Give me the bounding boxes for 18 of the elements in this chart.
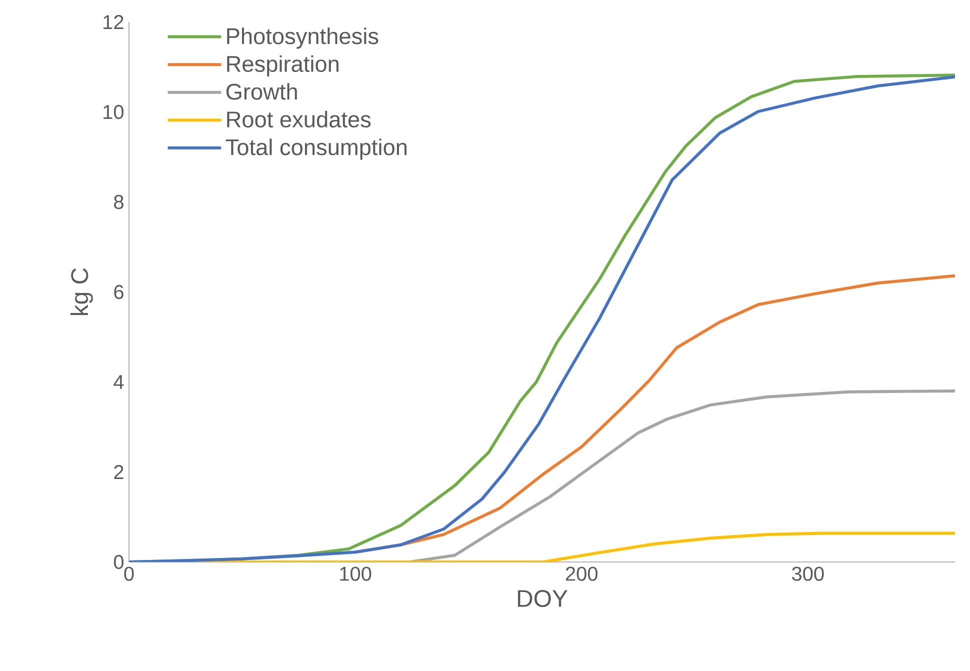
legend-label: Growth bbox=[226, 83, 297, 100]
x-tick-label: 0 bbox=[124, 566, 134, 581]
x-tick-label: 100 bbox=[340, 566, 372, 581]
legend-label: Root exudates bbox=[227, 110, 371, 128]
x-tick-label: 200 bbox=[566, 566, 598, 581]
legend-label: Photosynthesis bbox=[227, 28, 378, 49]
y-tick-label: 6 bbox=[114, 284, 124, 300]
y-tick-label: 10 bbox=[104, 104, 124, 120]
y-tick-label: 2 bbox=[114, 465, 124, 479]
legend-label: Total consumption bbox=[226, 138, 406, 160]
y-tick-label: 0 bbox=[114, 554, 124, 570]
y-tick-label: 12 bbox=[104, 15, 124, 29]
y-tick-label: 4 bbox=[114, 375, 124, 389]
y-tick-label: 8 bbox=[114, 194, 124, 210]
y-axis-title: kg C bbox=[70, 268, 93, 316]
x-axis-title: DOY bbox=[518, 590, 568, 608]
x-tick-label: 300 bbox=[792, 566, 824, 581]
legend-label: Respiration bbox=[227, 55, 338, 76]
